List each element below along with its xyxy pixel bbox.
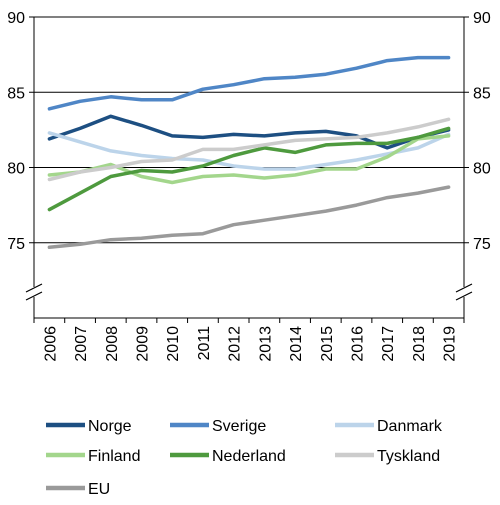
x-tick-label-2018: 2018 — [411, 326, 428, 362]
series-lines — [47, 55, 451, 250]
y-tick-label-left: 75 — [7, 236, 25, 253]
x-tick-label-2008: 2008 — [104, 326, 121, 362]
y-tick-label-left: 80 — [7, 161, 25, 178]
y-tick-label-right: 90 — [473, 10, 491, 27]
axis-break-left-1 — [25, 291, 43, 301]
x-tick-label-2011: 2011 — [196, 326, 213, 361]
y-axis-left-ticks: 75 80 85 90 — [7, 10, 34, 253]
legend-label-danmark: Danmark — [377, 418, 443, 435]
series-line-danmark — [47, 131, 451, 171]
series-line-tyskland — [47, 117, 451, 182]
legend-label-sverige: Sverige — [212, 418, 266, 435]
series-line-norge — [47, 114, 451, 150]
x-tick-label-2009: 2009 — [135, 326, 152, 362]
x-tick-label-2017: 2017 — [380, 326, 397, 362]
x-tick-label-2014: 2014 — [288, 326, 305, 362]
x-axis-ticks: 2006 2007 2008 2009 2010 2011 2012 2013 2014 2015… — [33, 318, 465, 362]
x-tick-label-2012: 2012 — [227, 326, 244, 362]
x-tick-label-2013: 2013 — [257, 326, 274, 362]
axis-break-right-1 — [455, 291, 473, 301]
x-tick-label-2019: 2019 — [442, 326, 459, 362]
x-tick-label-2006: 2006 — [42, 326, 59, 362]
axis-break-right-0 — [455, 283, 473, 293]
legend-label-nederland: Nederland — [212, 448, 286, 465]
legend: Norge Sverige Danmark Finland Nederland Tyskl… — [46, 418, 443, 498]
x-tick-label-2007: 2007 — [73, 326, 90, 362]
y-tick-label-right: 85 — [473, 85, 491, 102]
legend-label-finland: Finland — [88, 448, 140, 465]
series-line-nederland — [47, 126, 451, 212]
legend-label-tyskland: Tyskland — [377, 448, 440, 465]
series-line-sverige — [47, 55, 451, 111]
x-tick-label-2015: 2015 — [319, 326, 336, 362]
y-tick-label-left: 90 — [7, 10, 25, 27]
y-tick-label-left: 85 — [7, 85, 25, 102]
axis-break-left-0 — [25, 283, 43, 293]
y-axis-right-ticks: 75 80 85 90 — [464, 10, 491, 253]
legend-label-norge: Norge — [88, 418, 132, 435]
x-tick-label-2016: 2016 — [350, 326, 367, 362]
series-line-eu — [47, 185, 451, 250]
y-tick-label-right: 80 — [473, 161, 491, 178]
legend-label-eu: EU — [88, 481, 110, 498]
x-tick-label-2010: 2010 — [165, 326, 182, 362]
y-tick-label-right: 75 — [473, 236, 491, 253]
